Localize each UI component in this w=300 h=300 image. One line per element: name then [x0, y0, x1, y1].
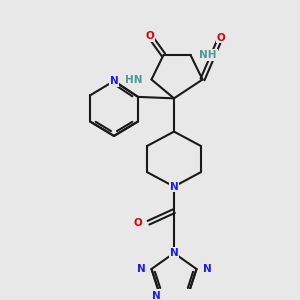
Text: O: O [216, 33, 225, 43]
Text: N: N [202, 264, 211, 274]
Text: N: N [169, 182, 178, 192]
Text: N: N [110, 76, 118, 86]
Text: O: O [146, 31, 154, 41]
Text: N: N [169, 248, 178, 258]
Text: HN: HN [125, 74, 142, 85]
Text: O: O [134, 218, 142, 228]
Text: N: N [137, 264, 146, 274]
Text: N: N [152, 292, 160, 300]
Text: NH: NH [200, 50, 217, 60]
